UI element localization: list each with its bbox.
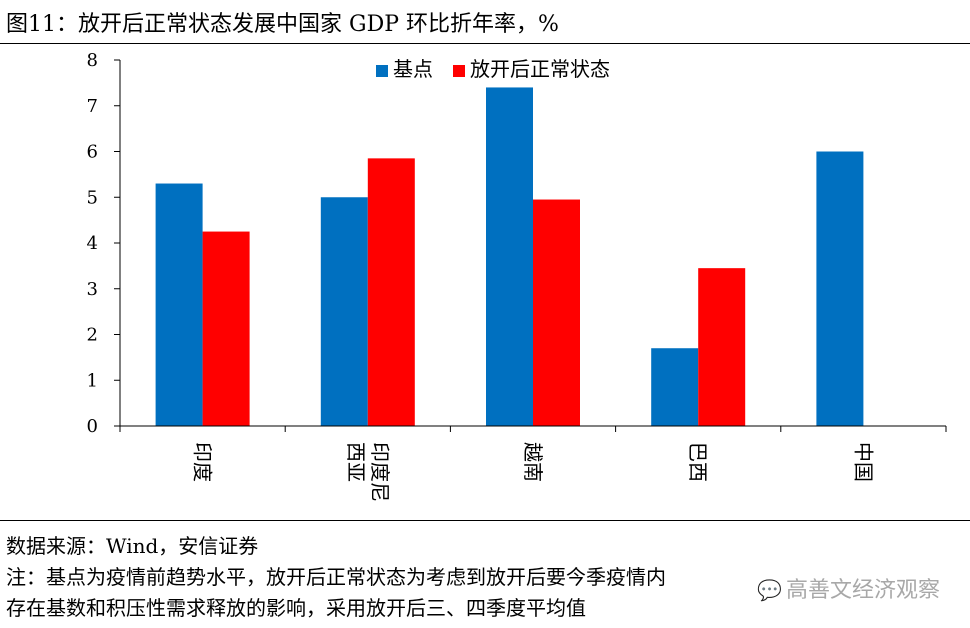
bar-baseline: [651, 348, 699, 426]
footnote-line-1: 注：基点为疫情前趋势水平，放开后正常状态为考虑到放开后要今季疫情内: [6, 565, 666, 589]
watermark-text: 高善文经济观察: [785, 578, 940, 603]
y-tick-label: 5: [87, 187, 98, 208]
bar-reopening: [202, 231, 250, 426]
x-category-label: 巴西: [686, 442, 710, 482]
data-source: 数据来源：Wind，安信证券: [6, 534, 259, 558]
bar-baseline: [320, 197, 368, 426]
footer-divider: [0, 520, 970, 521]
footnote: 注：基点为疫情前趋势水平，放开后正常状态为考虑到放开后要今季疫情内 存在基数和积…: [6, 562, 946, 624]
bar-reopening: [367, 158, 415, 427]
bar-baseline: [816, 151, 864, 426]
x-category-label: 西亚: [344, 442, 368, 482]
y-tick-label: 1: [87, 370, 98, 391]
legend: 基点 放开后正常状态: [376, 57, 610, 81]
title-divider: [0, 43, 970, 44]
wechat-icon: 💬: [757, 578, 782, 602]
x-category-label: 印度尼: [368, 442, 392, 502]
legend-swatch: [376, 65, 388, 77]
legend-swatch: [453, 65, 465, 77]
y-axis-ticks: 0 1 2 3 4 5 6 7 8: [87, 50, 120, 437]
bar-baseline: [155, 183, 203, 426]
bar-reopening: [698, 268, 746, 426]
legend-label: 基点: [393, 57, 433, 81]
axes: [119, 60, 947, 432]
bar-baseline: [486, 87, 533, 426]
y-tick-label: 4: [87, 233, 98, 254]
y-tick-label: 0: [87, 416, 98, 437]
y-tick-label: 7: [87, 96, 98, 117]
x-category-label: 越南: [521, 442, 545, 482]
y-tick-label: 2: [87, 325, 98, 346]
y-tick-label: 3: [87, 279, 98, 300]
bar-reopening: [533, 199, 580, 426]
x-category-label: 中国: [851, 442, 875, 482]
y-tick-label: 6: [87, 142, 98, 163]
bars: [155, 87, 864, 427]
figure-title: 图11：放开后正常状态发展中国家 GDP 环比折年率，%: [6, 12, 559, 37]
y-tick-label: 8: [87, 50, 98, 71]
x-category-label: 印度: [191, 442, 215, 482]
legend-label: 放开后正常状态: [470, 57, 610, 81]
watermark: 💬 高善文经济观察: [757, 572, 940, 604]
footnote-line-2: 存在基数和积压性需求释放的影响，采用放开后三、四季度平均值: [6, 596, 586, 620]
